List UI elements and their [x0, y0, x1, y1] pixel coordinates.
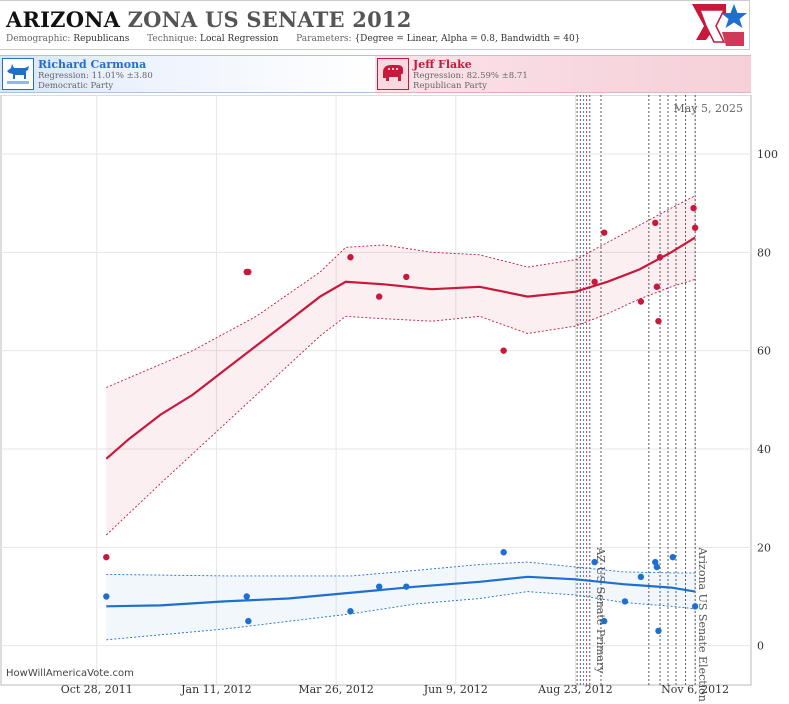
rep-regression-line — [105, 236, 696, 460]
y-tick-label: 100 — [757, 148, 778, 161]
candidate-bar: Richard Carmona Regression: 11.01% ±3.80… — [0, 55, 751, 93]
donkey-icon — [2, 58, 34, 90]
dem-poll-point — [652, 558, 659, 566]
rep-poll-point — [691, 224, 699, 231]
rep-poll-point — [591, 278, 598, 286]
rep-poll-point — [403, 273, 410, 281]
x-tick-label: Nov 6, 2012 — [661, 683, 729, 696]
rep-poll-point — [655, 317, 662, 325]
rep-confidence-band — [106, 195, 696, 536]
rep-poll-point — [500, 347, 507, 354]
current-date-label: May 5, 2025 — [673, 102, 743, 115]
rep-poll-point — [652, 219, 659, 227]
dem-poll-point — [243, 593, 250, 600]
dem-party: Democratic Party — [38, 81, 114, 91]
y-tick-label: 20 — [757, 541, 771, 554]
title-race: ZONA US SENATE 2012 — [127, 7, 412, 32]
event-label: Arizona US Senate Election — [696, 546, 709, 702]
rep-poll-point — [103, 553, 110, 561]
event-label: AZ US Senate Primary — [594, 546, 607, 674]
dem-poll-point — [375, 583, 383, 590]
dem-poll-point — [500, 549, 507, 556]
parameters-line: Demographic: Republicans Technique: Loca… — [6, 34, 580, 44]
rep-poll-point — [600, 229, 608, 236]
rep-party: Republican Party — [413, 81, 487, 91]
x-tick-label: Mar 26, 2012 — [298, 683, 374, 696]
header-bar: ARIZONA ZONA US SENATE 2012 Demographic:… — [0, 0, 750, 50]
dem-candidate-name: Richard Carmona — [38, 58, 147, 71]
dem-poll-point — [347, 608, 354, 615]
technique-value: Local Regression — [200, 34, 279, 44]
x-tick-label: Jun 9, 2012 — [423, 683, 488, 696]
dem-confidence-band — [106, 562, 696, 640]
elephant-icon — [377, 58, 409, 90]
dem-poll-point — [669, 553, 677, 561]
dem-poll-point — [403, 583, 410, 590]
dem-poll-point — [653, 563, 661, 571]
y-tick-label: 60 — [757, 345, 771, 358]
dem-poll-point — [600, 617, 608, 625]
dem-band-upper — [106, 561, 696, 577]
dem-poll-point — [591, 558, 598, 566]
parameters-label: Parameters: — [296, 34, 352, 44]
rep-poll-point — [637, 298, 645, 305]
page-title: ARIZONA ZONA US SENATE 2012 — [6, 7, 412, 32]
rep-poll-point — [347, 254, 354, 261]
title-state: ARIZONA — [6, 7, 121, 32]
rep-regression: Regression: 82.59% ±8.71 — [413, 71, 528, 81]
y-tick-label: 0 — [757, 640, 764, 653]
rep-candidate-name: Jeff Flake — [413, 58, 472, 71]
rep-poll-point — [245, 268, 252, 276]
dem-regression-line — [106, 575, 696, 608]
rep-poll-point — [690, 204, 697, 212]
rep-poll-point — [656, 254, 664, 261]
x-tick-label: Aug 23, 2012 — [537, 683, 613, 696]
x-tick-label: Oct 28, 2011 — [61, 683, 133, 696]
parameters-value: {Degree = Linear, Alpha = 0.8, Bandwidth… — [354, 34, 581, 44]
dem-poll-point — [245, 617, 252, 625]
dem-poll-point — [621, 598, 629, 605]
dem-regression: Regression: 11.01% ±3.80 — [38, 71, 153, 81]
dem-poll-point — [655, 627, 662, 635]
x-tick-label: Jan 11, 2012 — [180, 683, 252, 696]
demographic-value: Republicans — [73, 34, 130, 44]
y-tick-label: 40 — [757, 443, 771, 456]
y-tick-label: 80 — [757, 246, 771, 259]
demographic-label: Demographic: — [6, 34, 71, 44]
rep-poll-point — [375, 293, 383, 300]
dem-band-lower — [106, 591, 696, 641]
dem-poll-point — [103, 593, 110, 600]
candidate-panel-rep: Jeff Flake Regression: 82.59% ±8.71 Repu… — [375, 55, 751, 93]
rep-poll-point — [653, 283, 661, 290]
dem-poll-point — [691, 603, 699, 610]
site-watermark: HowWillAmericaVote.com — [6, 668, 134, 679]
technique-label: Technique: — [147, 34, 198, 44]
dem-poll-point — [637, 573, 645, 581]
site-logo-icon — [692, 4, 747, 46]
candidate-panel-dem: Richard Carmona Regression: 11.01% ±3.80… — [0, 55, 375, 93]
poll-chart: 0 20 40 60 80 100 Oct 28, 2011 Jan 11, 2012 Mar … — [0, 95, 778, 702]
